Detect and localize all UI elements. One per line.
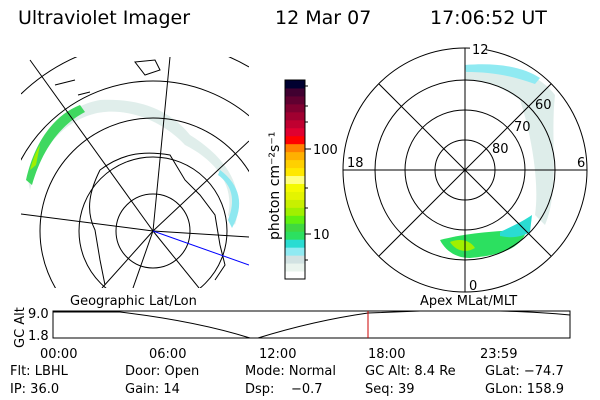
xtick-0000: 00:00: [40, 347, 77, 362]
mode-status: Mode: Normal: [245, 364, 336, 379]
ymax-label: 9.0: [28, 307, 49, 322]
colorbar-tick-10: 10: [313, 228, 330, 243]
colorbar-swatch: [285, 199, 305, 208]
colorbar-swatch: [285, 119, 305, 129]
mlt-label-18: 18: [347, 156, 364, 171]
colorbar-swatch: [285, 159, 305, 169]
altitude-timeline: Geographic Lat/Lon Apex MLat/MLT GC Alt …: [13, 294, 571, 362]
sun-direction-line: [152, 230, 249, 266]
colorbar-swatch: [285, 111, 305, 121]
colorbar-swatch: [285, 80, 305, 89]
xtick-0600: 06:00: [149, 347, 186, 362]
aurora-oval-mag: [465, 64, 555, 225]
ymin-label: 1.8: [28, 329, 49, 344]
time-label: 17:06:52 UT: [430, 7, 547, 29]
glat-status: GLat: −74.7: [485, 364, 564, 379]
colorbar-swatch: [285, 151, 305, 161]
filter-status: Flt: LBHL: [10, 364, 68, 379]
mlat-label-70: 70: [514, 120, 531, 135]
colorbar-swatch: [285, 95, 305, 105]
colorbar-swatch: [285, 215, 305, 224]
aurora-green-arc: [26, 105, 85, 185]
antarctica-coastline: [89, 152, 226, 286]
xtick-1800: 18:00: [368, 347, 405, 362]
colorbar-label: photon cm⁻²s⁻¹: [267, 132, 283, 240]
mlat-label-80: 80: [492, 142, 509, 157]
colorbar: [285, 80, 305, 280]
polar-plot: 12 0 18 6 60 70 80: [342, 42, 588, 294]
date-label: 12 Mar 07: [275, 7, 372, 29]
colorbar-swatch: [285, 271, 305, 280]
colorbar-swatch: [285, 127, 305, 137]
colorbar-swatch: [285, 191, 305, 200]
colorbar-swatch: [285, 143, 305, 153]
xtick-2359: 23:59: [480, 347, 517, 362]
gc-alt-status: GC Alt: 8.4 Re: [365, 364, 456, 379]
meridians: [21, 57, 249, 288]
colorbar-swatch: [285, 247, 305, 256]
colorbar-swatch: [285, 87, 305, 97]
mlt-label-0: 0: [469, 279, 477, 294]
apex-label: Apex MLat/MLT: [420, 294, 517, 309]
mlt-label-12: 12: [472, 43, 489, 58]
door-status: Door: Open: [125, 364, 200, 379]
geo-label: Geographic Lat/Lon: [70, 294, 197, 309]
altitude-curve: [53, 310, 571, 339]
lat-circles: [21, 57, 249, 288]
ip-status: IP: 36.0: [10, 382, 60, 397]
geographic-map: [21, 57, 249, 288]
colorbar-swatch: [285, 103, 305, 113]
gc-alt-ylabel: GC Alt: [13, 307, 28, 348]
colorbar-swatch: [285, 175, 305, 184]
mlat-label-60: 60: [535, 98, 552, 113]
colorbar-swatch: [285, 183, 305, 192]
glon-status: GLon: 158.9: [485, 382, 565, 397]
instrument-title: Ultraviolet Imager: [18, 7, 191, 29]
colorbar-swatch: [285, 263, 305, 272]
colorbar-swatch: [285, 167, 305, 177]
xtick-1200: 12:00: [259, 347, 296, 362]
seq-status: Seq: 39: [365, 382, 415, 397]
colorbar-swatch: [285, 239, 305, 248]
gain-status: Gain: 14: [125, 382, 180, 397]
colorbar-swatch: [285, 231, 305, 240]
colorbar-swatch: [285, 207, 305, 216]
colorbar-swatch: [285, 135, 305, 145]
dsp-status: Dsp: −0.7: [245, 382, 323, 397]
aurora-oval-geo: [28, 99, 238, 225]
colorbar-ticks: [305, 85, 311, 261]
colorbar-swatch: [285, 255, 305, 264]
colorbar-swatch: [285, 223, 305, 232]
colorbar-tick-100: 100: [313, 143, 338, 158]
mlt-label-6: 6: [577, 156, 585, 171]
